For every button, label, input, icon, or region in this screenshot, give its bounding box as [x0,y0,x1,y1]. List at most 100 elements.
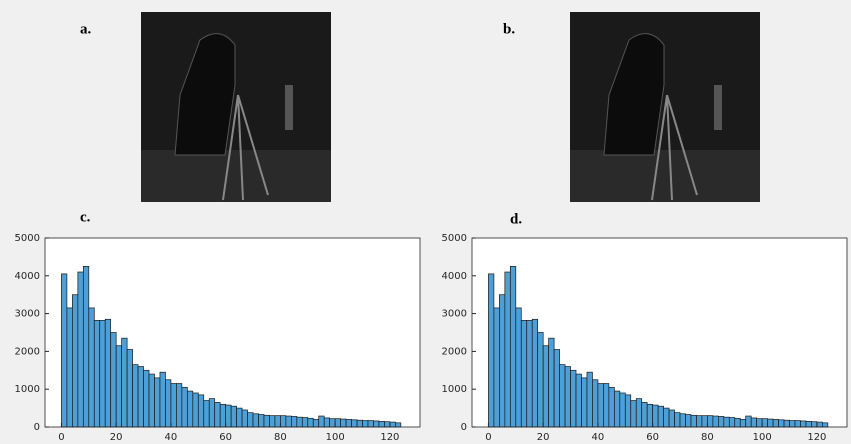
bar [66,307,73,428]
bar [82,266,90,428]
bar [334,418,341,428]
bar [783,419,790,428]
bar [170,383,177,428]
bar [575,373,582,428]
bar [241,409,248,428]
bar [285,415,292,428]
image-label: b. [503,21,515,37]
bar [291,416,298,428]
x-tick-label: 100 [326,432,345,443]
bar [526,320,533,428]
bar [345,419,352,428]
panel-label: c. [80,209,91,225]
bar [613,390,621,428]
bar [203,400,210,428]
image-b [570,12,760,202]
bar [323,417,331,428]
bar [646,403,654,428]
bar [165,379,172,428]
bar [712,415,719,428]
bar [488,273,495,428]
bar [143,369,150,428]
bar [225,404,232,428]
bar [767,418,774,428]
bar [509,266,517,428]
bar [570,369,577,428]
y-tick-label: 1000 [442,384,467,395]
bar [635,398,643,428]
bar [197,394,205,428]
bar [515,307,522,428]
y-tick-label: 4000 [442,271,467,282]
bar [701,415,708,428]
x-tick-label: 40 [592,432,605,443]
bar [624,394,632,428]
bar [280,415,287,428]
bar [794,420,801,428]
bar [800,420,807,428]
bar [619,392,626,428]
bar [663,407,670,428]
bar [504,271,511,428]
bar [132,364,139,428]
bar [148,373,155,428]
x-tick-label: 0 [58,432,64,443]
bar [258,414,265,428]
bar [318,415,325,428]
bar [811,421,818,428]
bar [247,412,254,428]
bar [214,402,221,428]
bar [581,377,588,428]
bar [685,414,692,428]
bar [641,402,648,428]
bar [340,418,347,428]
bar [493,307,500,428]
bar [696,415,703,428]
panel-label: d. [510,211,522,227]
bar [395,422,402,428]
image-label: a. [80,21,92,37]
bar [99,320,106,428]
bar [301,417,309,428]
bar [181,386,188,428]
bar [739,419,747,428]
bar [312,419,320,428]
bar [110,332,117,428]
x-tick-label: 60 [646,432,659,443]
bar [805,420,812,428]
y-tick-label: 5000 [442,233,467,244]
bar [154,377,161,428]
bar [115,345,122,428]
bar [307,417,314,428]
x-tick-label: 120 [380,432,399,443]
bar [668,409,675,428]
bar [219,403,227,428]
x-tick-label: 100 [753,432,772,443]
bar [586,371,593,428]
bar [499,294,506,428]
axes-box [44,237,421,428]
bar [592,379,599,428]
x-tick-label: 20 [110,432,123,443]
bar [531,318,539,428]
y-tick-label: 5000 [15,233,40,244]
image-a [141,12,331,202]
bar [772,419,779,428]
bar [674,412,681,428]
bar [356,419,363,428]
bar [679,413,686,428]
bar [186,390,194,428]
bar [789,420,796,428]
y-tick-label: 3000 [442,309,467,320]
bar [263,414,270,428]
x-tick-label: 40 [165,432,178,443]
bar [723,416,730,428]
bar [252,413,259,428]
x-tick-label: 20 [537,432,550,443]
bar [104,318,112,428]
bar [630,400,637,428]
bar [707,415,714,428]
bar [657,405,664,428]
bar [230,405,237,428]
bar [389,421,396,428]
